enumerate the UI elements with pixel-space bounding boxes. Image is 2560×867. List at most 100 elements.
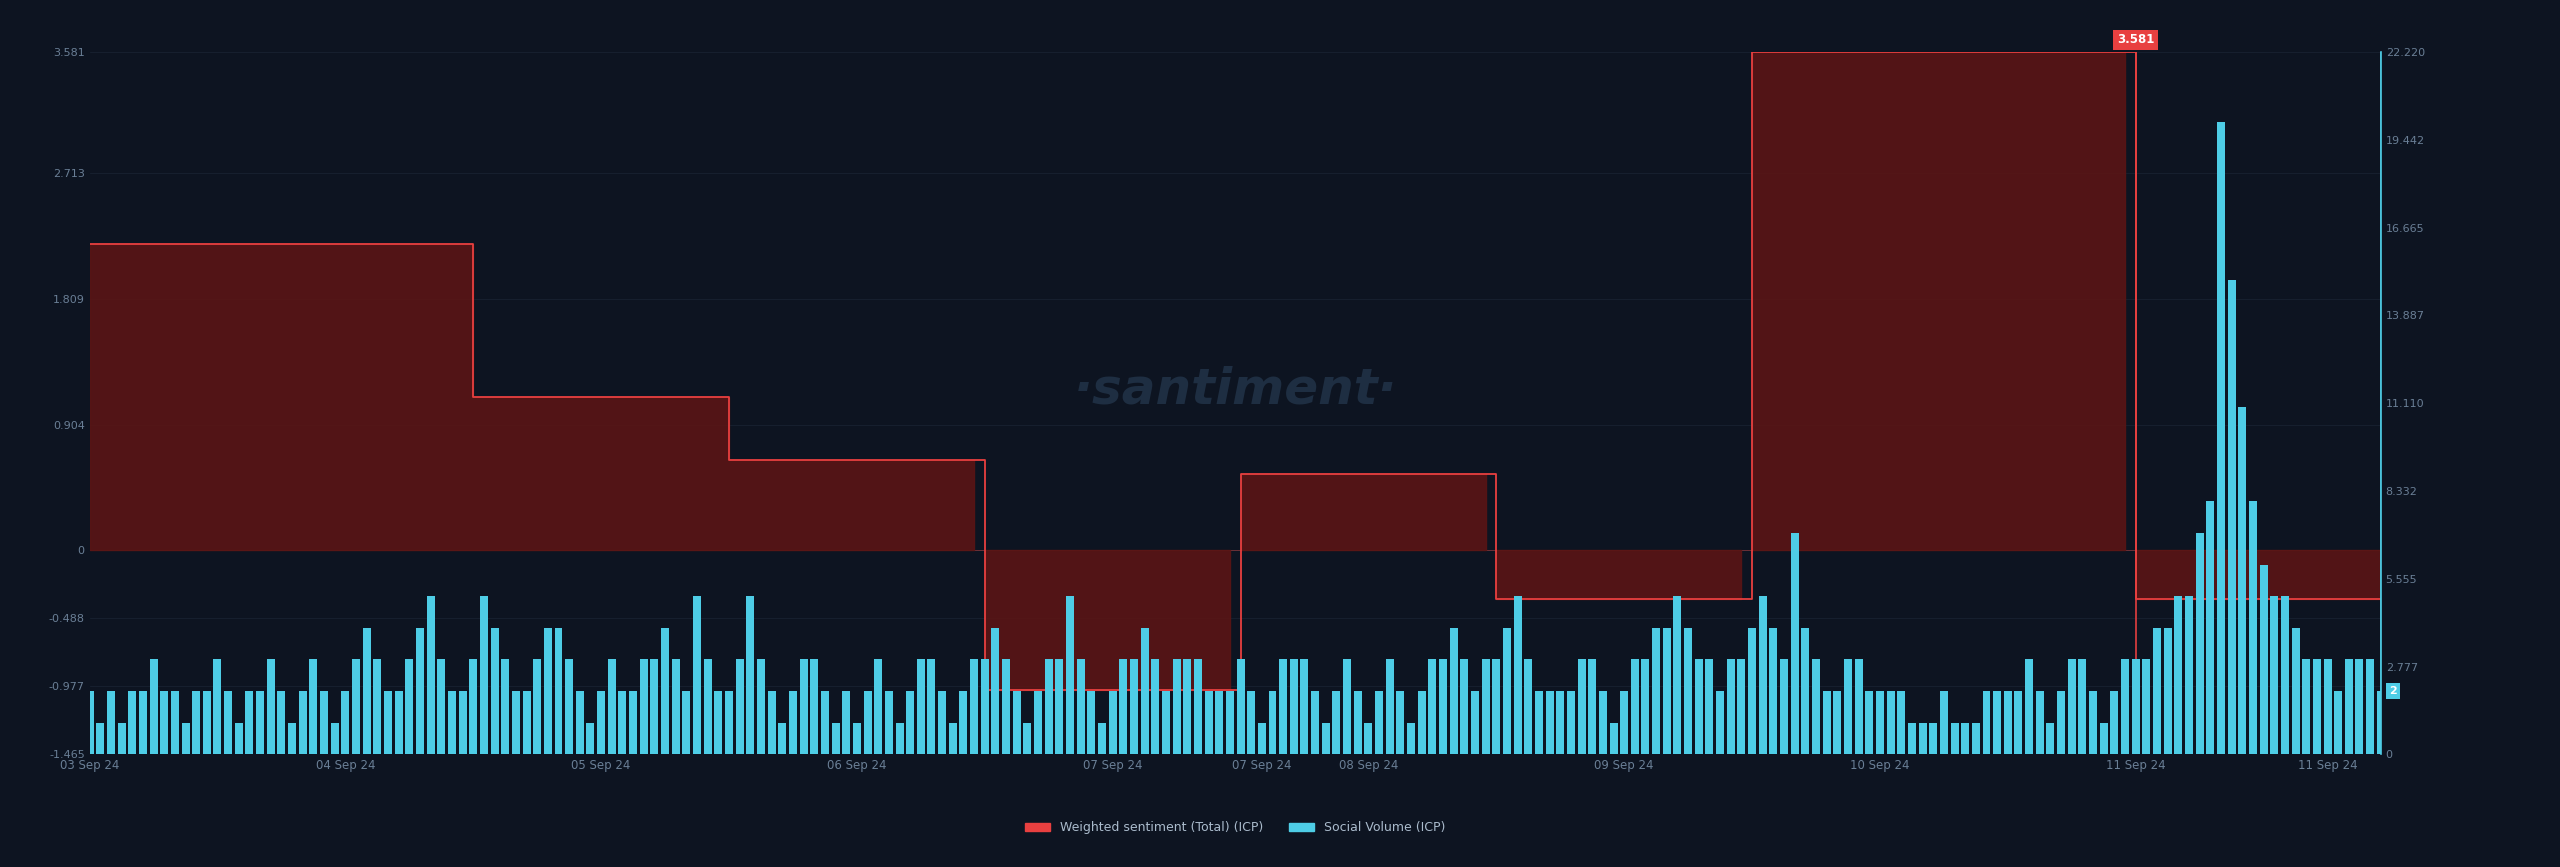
Bar bbox=[2173, 596, 2181, 754]
Bar bbox=[886, 691, 893, 754]
Bar bbox=[438, 660, 445, 754]
Bar bbox=[1408, 723, 1416, 754]
Bar bbox=[2089, 691, 2097, 754]
Bar bbox=[2312, 660, 2322, 754]
Bar bbox=[1098, 723, 1106, 754]
Bar bbox=[2365, 660, 2373, 754]
Bar bbox=[1843, 660, 1851, 754]
Bar bbox=[842, 691, 850, 754]
Bar bbox=[1546, 691, 1554, 754]
Bar bbox=[1917, 723, 1928, 754]
Bar bbox=[1108, 691, 1116, 754]
Bar bbox=[2058, 691, 2066, 754]
Bar bbox=[1024, 723, 1032, 754]
Bar bbox=[2035, 691, 2043, 754]
Bar bbox=[266, 660, 274, 754]
Bar bbox=[1142, 628, 1149, 754]
Bar bbox=[778, 723, 786, 754]
Bar bbox=[1567, 691, 1574, 754]
Bar bbox=[384, 691, 392, 754]
Bar bbox=[2068, 660, 2076, 754]
Bar bbox=[1641, 660, 1649, 754]
Bar bbox=[1344, 660, 1352, 754]
Bar bbox=[812, 660, 819, 754]
Bar bbox=[1866, 691, 1874, 754]
Bar bbox=[1897, 691, 1905, 754]
Bar bbox=[1738, 660, 1746, 754]
Bar bbox=[458, 691, 466, 754]
Bar bbox=[1183, 660, 1190, 754]
Bar bbox=[758, 660, 765, 754]
Bar bbox=[492, 628, 499, 754]
Bar bbox=[2291, 628, 2299, 754]
Text: 2: 2 bbox=[2388, 686, 2396, 696]
Bar bbox=[2099, 723, 2107, 754]
Bar bbox=[172, 691, 179, 754]
Bar bbox=[2163, 628, 2171, 754]
Bar bbox=[1759, 596, 1766, 754]
Bar bbox=[1876, 691, 1884, 754]
Bar bbox=[822, 691, 829, 754]
Bar bbox=[512, 691, 520, 754]
Bar bbox=[1375, 691, 1382, 754]
Bar bbox=[1951, 723, 1958, 754]
Bar bbox=[788, 691, 796, 754]
Bar bbox=[1556, 691, 1564, 754]
Bar bbox=[428, 596, 435, 754]
Bar bbox=[980, 660, 988, 754]
Bar bbox=[1853, 660, 1864, 754]
Bar bbox=[1001, 660, 1011, 754]
Bar bbox=[1823, 691, 1830, 754]
Bar bbox=[1014, 691, 1021, 754]
Bar bbox=[394, 691, 402, 754]
Bar bbox=[852, 723, 860, 754]
Bar bbox=[202, 691, 210, 754]
Bar bbox=[724, 691, 732, 754]
Bar bbox=[1472, 691, 1480, 754]
Bar bbox=[532, 660, 540, 754]
Bar bbox=[1664, 628, 1672, 754]
Bar bbox=[1119, 660, 1126, 754]
Bar bbox=[1981, 691, 1992, 754]
Bar bbox=[1311, 691, 1318, 754]
Bar bbox=[448, 691, 456, 754]
Bar bbox=[1034, 691, 1042, 754]
Bar bbox=[108, 691, 115, 754]
Bar bbox=[256, 691, 264, 754]
Bar bbox=[2324, 660, 2332, 754]
Bar bbox=[415, 628, 425, 754]
Bar bbox=[1364, 723, 1372, 754]
Bar bbox=[1769, 628, 1777, 754]
Bar bbox=[353, 660, 361, 754]
Bar bbox=[1439, 660, 1446, 754]
Bar bbox=[1300, 660, 1308, 754]
Bar bbox=[1418, 691, 1426, 754]
Bar bbox=[735, 660, 742, 754]
Bar bbox=[768, 691, 776, 754]
Bar bbox=[276, 691, 284, 754]
Bar bbox=[1226, 691, 1234, 754]
Bar bbox=[2271, 596, 2278, 754]
Bar bbox=[2015, 691, 2022, 754]
Bar bbox=[694, 596, 701, 754]
Bar bbox=[1940, 691, 1948, 754]
Bar bbox=[1705, 660, 1713, 754]
Bar bbox=[479, 596, 489, 754]
Bar bbox=[310, 660, 317, 754]
Bar bbox=[2045, 723, 2056, 754]
Bar bbox=[330, 723, 338, 754]
Bar bbox=[1513, 596, 1521, 754]
Bar bbox=[1523, 660, 1533, 754]
Bar bbox=[1587, 660, 1597, 754]
Bar bbox=[2004, 691, 2012, 754]
Bar bbox=[1503, 628, 1510, 754]
Bar bbox=[1812, 660, 1820, 754]
Bar bbox=[2355, 660, 2363, 754]
Bar bbox=[118, 723, 125, 754]
Bar bbox=[1206, 691, 1213, 754]
Bar bbox=[1162, 691, 1170, 754]
Bar bbox=[1216, 691, 1224, 754]
Bar bbox=[1536, 691, 1544, 754]
Bar bbox=[2281, 596, 2289, 754]
Bar bbox=[1331, 691, 1341, 754]
